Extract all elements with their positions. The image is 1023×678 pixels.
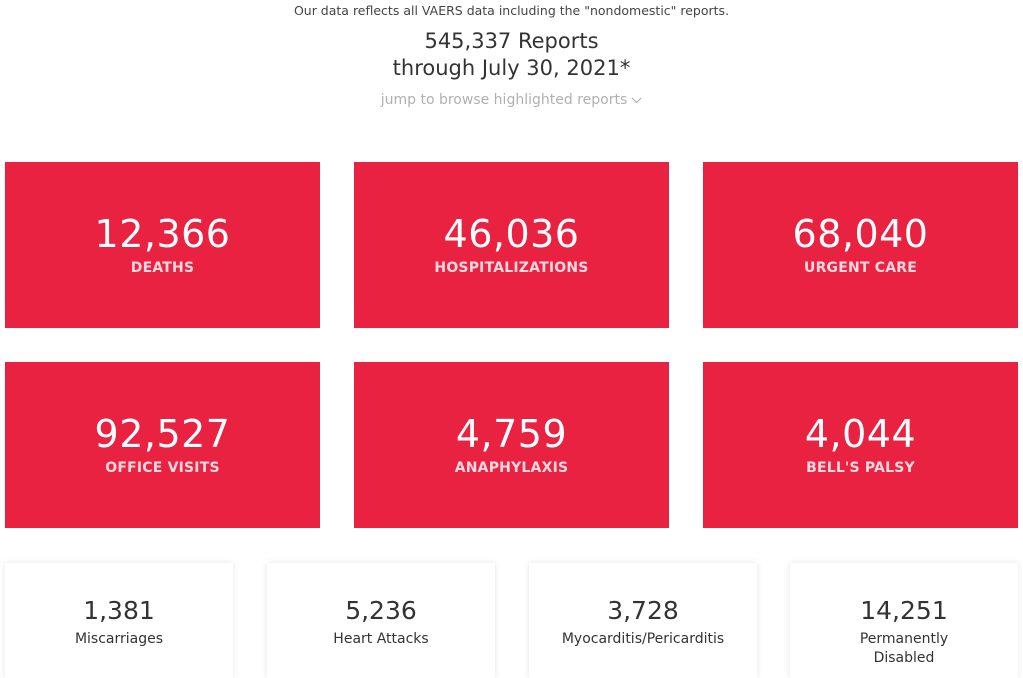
stat-card-miscarriages: 1,381 Miscarriages [5,563,233,678]
stat-value: 12,366 [94,212,231,256]
stat-value: 92,527 [94,412,231,456]
stat-label: Permanently Disabled [790,630,1018,668]
stat-value: 5,236 [345,596,417,625]
stat-value: 4,759 [455,412,568,456]
stat-card-hospitalizations: 46,036 HOSPITALIZATIONS [354,162,669,328]
stat-label: OFFICE VISITS [105,460,220,476]
stat-label-line: Permanently [859,631,949,647]
stat-label: Myocarditis/Pericarditis [561,631,725,647]
stat-value: 14,251 [860,596,948,625]
stat-card-anaphylaxis: 4,759 ANAPHYLAXIS [354,362,669,528]
stat-card-myocarditis: 3,728 Myocarditis/Pericarditis [529,563,757,678]
stat-card-bells-palsy: 4,044 BELL'S PALSY [703,362,1018,528]
data-disclaimer: Our data reflects all VAERS data includi… [293,3,730,18]
stat-label: Miscarriages [74,631,164,647]
stat-value: 4,044 [804,412,917,456]
stat-value: 1,381 [83,596,155,625]
stat-card-deaths: 12,366 DEATHS [5,162,320,328]
stat-label: HOSPITALIZATIONS [434,260,589,276]
stat-label: URGENT CARE [804,260,917,276]
stat-card-urgent-care: 68,040 URGENT CARE [703,162,1018,328]
jump-link-label[interactable]: jump to browse highlighted reports [380,92,628,108]
jump-to-highlighted-link[interactable]: jump to browse highlighted reports [0,92,1023,108]
stat-value: 46,036 [443,212,580,256]
stat-card-permanently-disabled: 14,251 Permanently Disabled [790,563,1018,678]
stat-label: Heart Attacks [333,631,429,647]
stat-label: BELL'S PALSY [806,460,915,476]
stat-value: 68,040 [792,212,929,256]
reports-count: 545,337 Reports [424,29,599,53]
reports-date: through July 30, 2021* [392,56,631,80]
stat-label-line: Disabled [873,650,935,666]
stat-label: DEATHS [130,260,195,276]
stat-card-heart-attacks: 5,236 Heart Attacks [267,563,495,678]
stat-card-office-visits: 92,527 OFFICE VISITS [5,362,320,528]
stat-label: ANAPHYLAXIS [454,460,569,476]
reports-summary: 545,337 Reports through July 30, 2021* [0,28,1023,82]
chevron-down-icon [631,94,642,107]
stat-value: 3,728 [607,596,679,625]
